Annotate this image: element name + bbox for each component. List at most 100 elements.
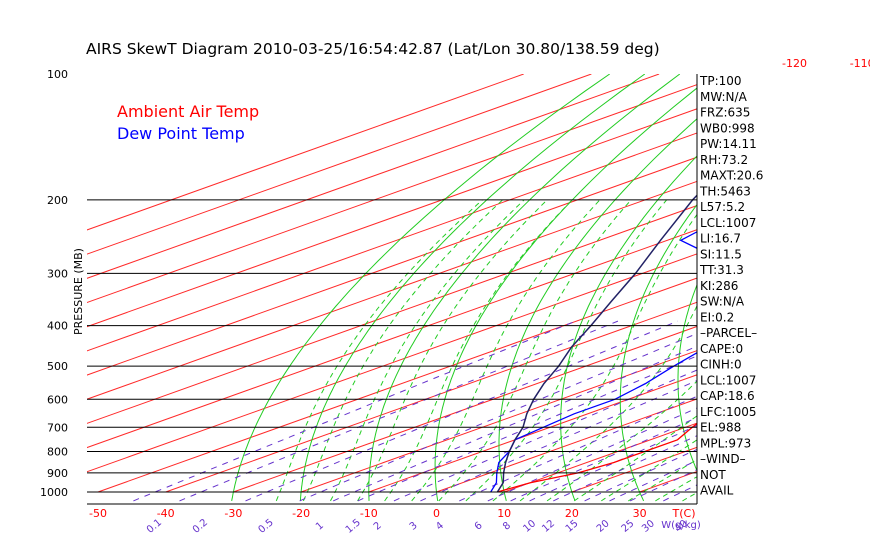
bottom-temp-tick-label: 30 — [633, 507, 647, 520]
isotherm-line — [87, 84, 697, 304]
mixing-ratio-tick-label: 30 — [640, 518, 657, 535]
index-text: CAP:18.6 — [700, 389, 755, 403]
moist-adiabat-line — [357, 199, 548, 502]
index-text: –WIND– — [700, 452, 746, 466]
mixing-ratio-line — [663, 484, 697, 502]
index-text: –PARCEL– — [700, 326, 757, 340]
grid — [87, 74, 870, 502]
index-text: LCL:1007 — [700, 373, 756, 387]
pressure-tick-label: 100 — [47, 68, 68, 81]
mixing-ratio-line — [357, 355, 697, 502]
isotherm-line — [87, 205, 697, 424]
bottom-axis-label: T(C) — [672, 507, 696, 520]
pressure-tick-label: 900 — [47, 467, 68, 480]
index-text: EI:0.2 — [700, 310, 734, 324]
top-temp-tick-label: -120 — [782, 57, 807, 70]
moist-adiabat-line — [519, 304, 697, 502]
index-text: SI:11.5 — [700, 247, 742, 261]
dry-adiabat-line — [841, 74, 870, 501]
bottom-temp-tick-label: 20 — [565, 507, 579, 520]
index-text: RH:73.2 — [700, 153, 748, 167]
index-text: MAXT:20.6 — [700, 169, 763, 183]
isotherm-line — [775, 74, 870, 492]
mixing-ratio-tick-label: 15 — [564, 518, 581, 535]
mixing-ratio-tick-label: 3 — [408, 520, 420, 533]
index-text: NOT — [700, 468, 726, 482]
axes: 0.1 0.2 0.5 1 1.5 2 3 4 6 8 10 12 15 20 25 30 40W(g/kg)1… — [40, 57, 870, 536]
mixing-ratio-line — [393, 369, 697, 502]
isotherm-line — [233, 325, 697, 493]
mixing-ratio-tick-label: 10 — [521, 518, 538, 535]
index-text: LFC:1005 — [700, 405, 757, 419]
dry-adiabat-line — [498, 118, 697, 502]
index-text: L57:5.2 — [700, 200, 745, 214]
pressure-tick-label: 200 — [47, 194, 68, 207]
dry-adiabat-line — [299, 74, 646, 501]
isotherm-line — [300, 350, 697, 493]
index-text: SW:N/A — [700, 295, 745, 309]
index-text: LI:16.7 — [700, 232, 741, 246]
mixing-ratio-line — [459, 395, 697, 502]
moist-adiabat-line — [628, 458, 697, 502]
mixing-ratio-tick-label: 2 — [372, 520, 384, 533]
mixing-ratio-tick-label: 4 — [434, 520, 446, 533]
bottom-temp-tick-label: -20 — [292, 507, 310, 520]
mixing-ratio-line — [332, 345, 697, 502]
mixing-ratio-line — [529, 424, 697, 502]
mixing-ratio-tick-label: 20 — [595, 518, 612, 535]
mixing-ratio-line — [487, 407, 697, 502]
mixing-ratio-tick-label: 12 — [540, 518, 557, 535]
mixing-ratio-line — [553, 435, 697, 502]
mixing-ratio-axis-label: W(g/kg) — [661, 520, 701, 531]
dry-adiabat-line — [619, 203, 697, 502]
index-text: TH:5463 — [699, 184, 751, 198]
isotherm-line — [87, 132, 697, 352]
index-text: PW:14.11 — [700, 137, 757, 151]
moist-adiabat-line — [330, 199, 525, 502]
isotherm-line — [87, 229, 697, 449]
moist-adiabat-line — [302, 199, 504, 502]
bottom-temp-tick-label: 0 — [433, 507, 440, 520]
moist-adiabat-line — [438, 199, 632, 502]
moist-adiabat-line — [573, 415, 697, 502]
moist-adiabat-line — [384, 199, 573, 502]
index-text: EL:988 — [700, 421, 741, 435]
mixing-ratio-line — [133, 320, 576, 502]
mixing-ratio-tick-label: 25 — [620, 518, 637, 535]
series-line-parcel — [496, 194, 697, 493]
pressure-tick-label: 800 — [47, 445, 68, 458]
isotherm-line — [87, 108, 697, 328]
pressure-tick-label: 600 — [47, 393, 68, 406]
mixing-ratio-tick-label: 6 — [473, 520, 485, 533]
isotherm-line — [87, 74, 660, 279]
isotherm-line — [87, 253, 697, 473]
isotherm-line — [87, 180, 697, 400]
isotherm-line — [843, 74, 870, 492]
moist-adiabat-line — [492, 213, 697, 502]
index-text: FRZ:635 — [700, 106, 750, 120]
index-text: MPL:973 — [700, 436, 751, 450]
index-text: CINH:0 — [700, 358, 742, 372]
mixing-ratio-line — [420, 379, 697, 502]
mixing-ratio-tick-label: 8 — [501, 520, 513, 533]
dry-adiabat-line — [677, 283, 697, 473]
mixing-ratio-tick-label: 0.2 — [191, 517, 210, 536]
legend-entry: Dew Point Temp — [117, 124, 245, 143]
isotherm-line — [368, 374, 697, 493]
dry-adiabat-line — [434, 87, 697, 501]
mixing-ratio-line — [179, 320, 619, 502]
y-axis-label: PRESSURE (MB) — [72, 248, 85, 335]
dry-adiabat-line — [231, 74, 610, 501]
pressure-tick-label: 300 — [47, 267, 68, 280]
dry-adiabat-line — [560, 155, 697, 502]
isotherm-line — [87, 74, 592, 255]
pressure-tick-label: 700 — [47, 421, 68, 434]
legend: Ambient Air Temp Dew Point Temp — [117, 102, 259, 143]
moist-adiabat-line — [275, 199, 483, 502]
index-text: TT:31.3 — [699, 263, 744, 277]
mixing-ratio-tick-label: 1 — [314, 520, 326, 533]
bottom-temp-tick-label: -30 — [224, 507, 242, 520]
mixing-ratio-tick-label: 0.5 — [257, 517, 276, 536]
isotherm-line — [165, 301, 697, 493]
